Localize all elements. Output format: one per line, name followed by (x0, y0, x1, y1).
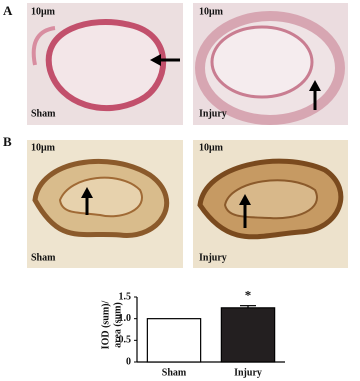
bar (220, 307, 276, 363)
y-tick-label: 0 (126, 356, 131, 367)
panel-label: B (3, 134, 12, 149)
image-caption: Sham (31, 252, 56, 263)
micrograph (193, 3, 348, 125)
image-caption: Injury (199, 252, 227, 263)
micrograph (193, 140, 348, 268)
y-axis-label: area (sum) (112, 302, 123, 348)
scale-label: 10μm (199, 6, 224, 17)
y-tick-label: 1.5 (119, 291, 132, 302)
y-tick-label: 0.5 (119, 335, 132, 346)
y-axis-label: IOD (sum)/ (100, 300, 111, 349)
scale-label: 10μm (31, 142, 56, 153)
significance-mark: * (245, 288, 252, 303)
scale-label: 10μm (199, 142, 224, 153)
bar (146, 318, 202, 363)
x-tick-label: Injury (234, 367, 262, 378)
micrograph (27, 3, 183, 125)
panel-label: A (3, 3, 13, 18)
x-tick-label: Sham (162, 367, 187, 378)
image-caption: Sham (31, 108, 56, 119)
micrograph (27, 140, 183, 268)
y-tick-label: 1.0 (119, 313, 132, 324)
scale-label: 10μm (31, 6, 56, 17)
image-caption: Injury (199, 108, 227, 119)
